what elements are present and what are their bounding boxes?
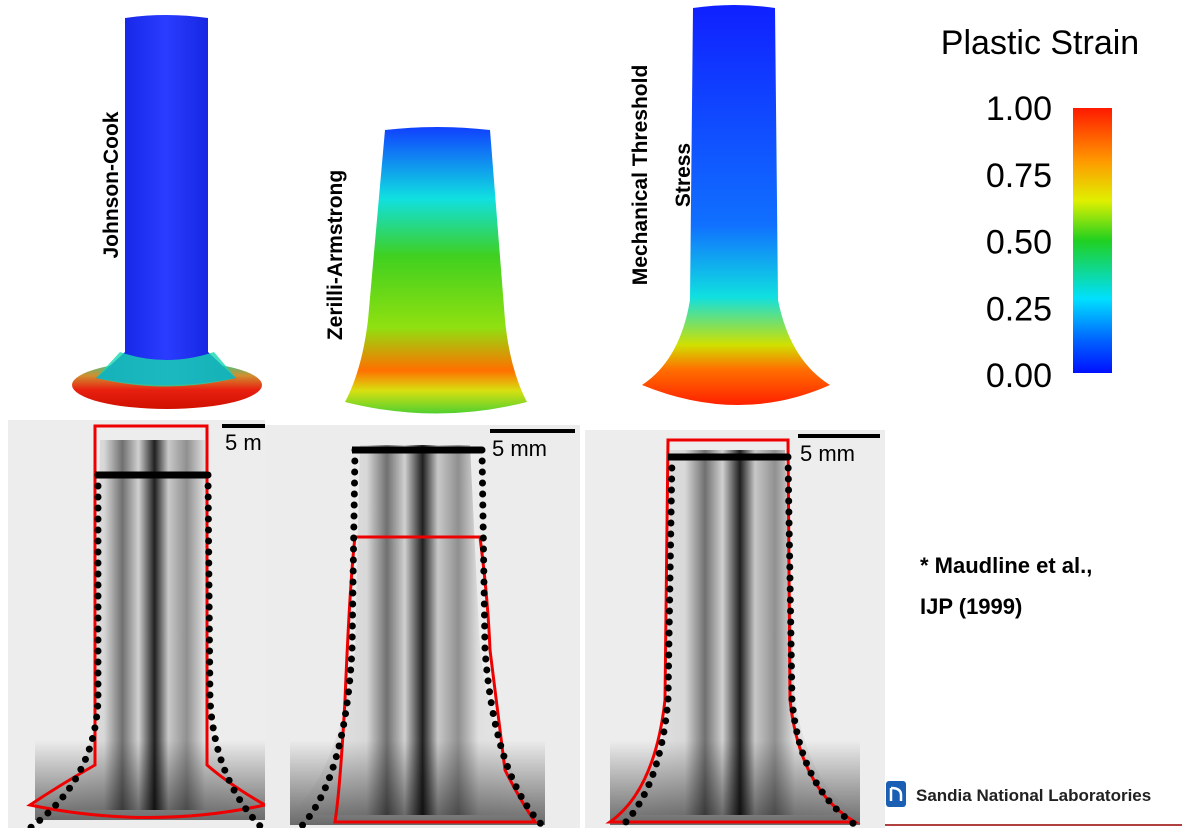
model-label: Stress: [672, 143, 695, 207]
colorbar-tick-label: 0.75: [986, 157, 1052, 195]
slide: Johnson-Cook Zerilli-Armstrong Mechanica…: [0, 0, 1182, 828]
colorbar-tick-label: 1.00: [986, 90, 1052, 128]
logo-icon: [886, 781, 906, 807]
citation: IJP (1999): [920, 594, 1022, 619]
colorbar-tick-label: 0.25: [986, 290, 1052, 328]
citation: * Maudline et al.,: [920, 553, 1092, 578]
scale-bar: 5 mm: [800, 441, 855, 466]
colorbar: [1073, 108, 1112, 373]
colorbar-tick-label: 0.00: [986, 357, 1052, 395]
photo-3: 5 mm: [585, 430, 885, 828]
page: Johnson-Cook Zerilli-Armstrong Mechanica…: [0, 0, 1182, 828]
colorbar-title: Plastic Strain: [941, 24, 1139, 62]
scale-bar: 5 m: [225, 430, 262, 455]
photo-2: 5 mm: [265, 425, 580, 828]
zerilli-sim: [345, 127, 527, 414]
model-label: Zerilli-Armstrong: [324, 170, 347, 340]
model-label: Mechanical Threshold: [629, 65, 652, 286]
colorbar-tick-label: 0.50: [986, 224, 1052, 262]
model-label: Johnson-Cook: [100, 111, 123, 258]
logo-text: Sandia National Laboratories: [916, 786, 1151, 805]
colorbar-ticks: 1.00 0.75 0.50 0.25 0.00: [986, 90, 1052, 395]
photo-1: 5 m: [8, 420, 265, 828]
mts-sim: [642, 5, 830, 405]
scale-bar: 5 mm: [492, 436, 547, 461]
